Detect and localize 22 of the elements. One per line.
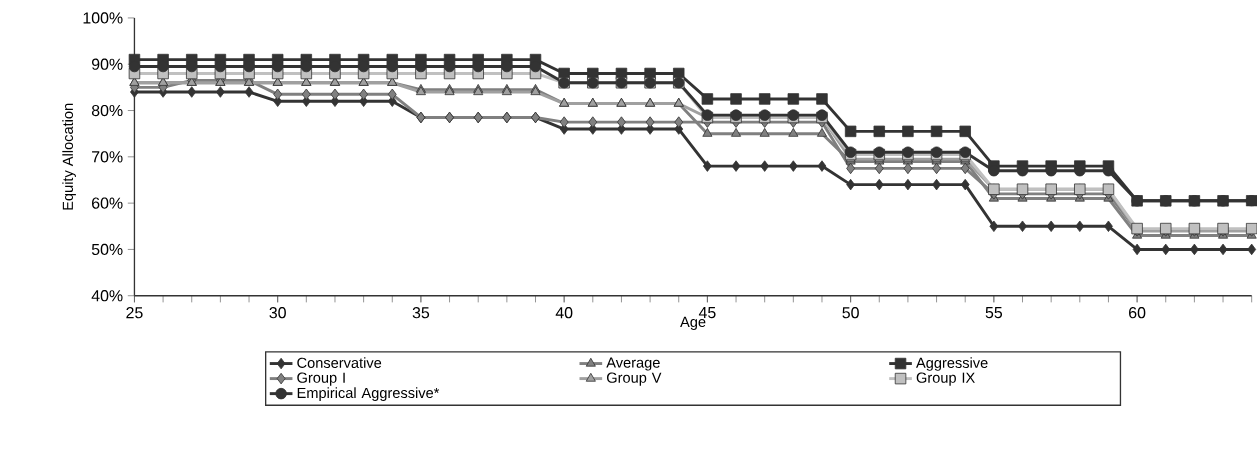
legend-label: Conservative: [297, 357, 382, 368]
y-axis-title: Equity Allocation: [62, 103, 76, 210]
legend-label: Average: [606, 357, 660, 371]
legend-label: Group I: [297, 372, 345, 386]
legend-label: Group V: [607, 372, 662, 386]
y-tick-label: 80%: [91, 104, 123, 117]
x-tick-label: 55: [985, 307, 1003, 319]
y-tick-label: 90%: [91, 58, 123, 70]
legend-label: Empirical Aggressive*: [297, 387, 440, 401]
legend-label: Aggressive: [916, 357, 988, 371]
x-tick-label: 25: [126, 307, 143, 319]
y-tick-label: 40%: [91, 290, 123, 302]
x-tick-label: 40: [555, 307, 573, 319]
x-tick-label: 30: [269, 307, 286, 319]
x-tick-label: 60: [1129, 307, 1146, 319]
y-tick-label: 50%: [91, 243, 123, 256]
x-tick-label: 50: [842, 307, 859, 319]
y-tick-label: 60%: [92, 197, 123, 209]
x-tick-label: 35: [412, 307, 430, 319]
legend-label: Group IX: [916, 372, 975, 386]
y-tick-label: 100%: [83, 12, 123, 24]
y-tick-label: 70%: [92, 151, 123, 163]
